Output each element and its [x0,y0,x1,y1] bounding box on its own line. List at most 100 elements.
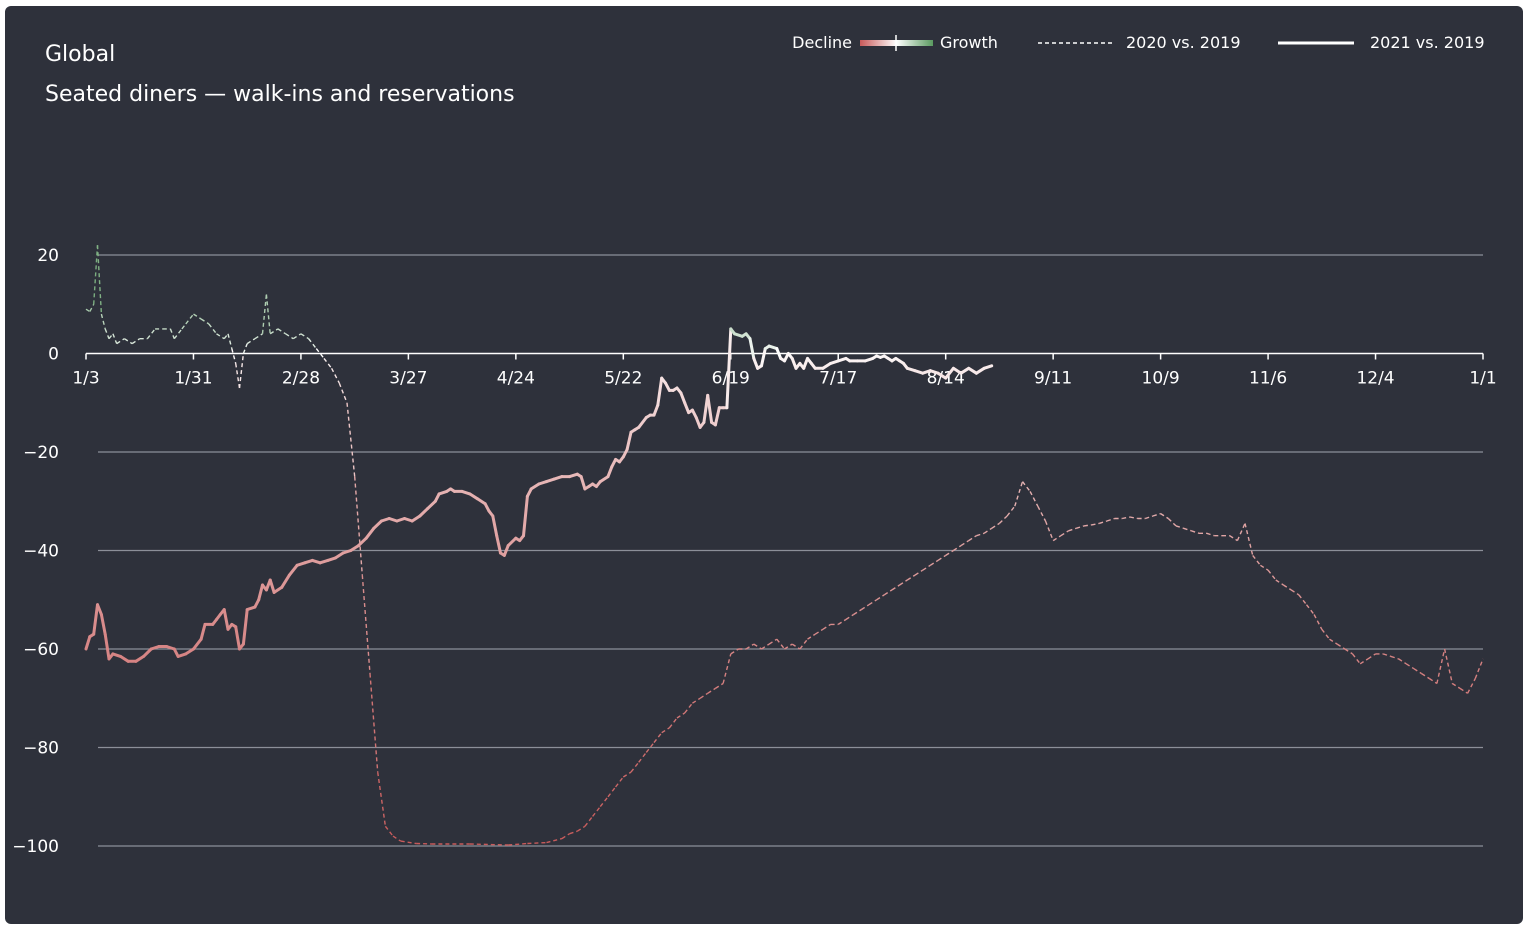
line-segment [222,608,230,631]
x-tick-label: 6/19 [712,369,750,389]
legend-2021-label: 2021 vs. 2019 [1370,33,1485,52]
line-segment [1436,648,1446,684]
line-segment [257,583,264,602]
line-segment [476,497,487,506]
line-segment [1298,594,1308,606]
line-segment [522,494,529,538]
y-tick-label: −100 [12,837,59,857]
line-segment [967,366,978,375]
line-segment [369,673,379,773]
line-segment [606,465,614,479]
line-segment [625,430,633,451]
line-segment [103,632,111,661]
line-segment [265,294,271,334]
line-segment [974,366,986,375]
line-segment [93,245,99,305]
line-segment [837,618,847,625]
line-segment [242,343,248,354]
y-tick-label: −80 [23,739,59,759]
line-segment [914,569,924,576]
line-segment [426,499,437,511]
line-segment [799,638,809,650]
line-segment [676,712,686,719]
line-segment [653,732,663,744]
line-segment [615,776,624,788]
line-segment [768,638,778,645]
line-segment [99,613,107,636]
line-segment [959,366,971,375]
gridlines [98,254,1483,847]
line-segment [960,540,970,547]
line-segment [1329,638,1338,645]
legend-decline-label: Decline [792,33,852,52]
line-segment [193,313,202,320]
legend: Decline Growth 2020 vs. 2019 2021 vs. 20… [792,33,1484,52]
line-segment [1421,673,1430,680]
line-segment [323,357,333,369]
line-segment [300,333,309,340]
line-segment [906,574,916,581]
x-tick-label: 1/1 [1469,369,1496,389]
line-segment [748,337,756,360]
line-segment [1283,584,1292,591]
line-segment [753,643,762,650]
line-segment [469,843,509,846]
line-segment [776,638,786,650]
line-segment [131,338,141,345]
line-segment [1398,658,1407,665]
line-segment [292,333,302,340]
line-segment [100,313,106,330]
line-segment [1083,524,1092,527]
line-segment [936,371,948,380]
line-segment [1390,655,1399,660]
line-segment [814,628,824,635]
line-segment [231,348,237,364]
line-segment [1006,505,1016,517]
line-segment [929,559,939,566]
series-2020-line [85,245,1484,846]
x-tick-label: 3/27 [389,369,427,389]
line-segment [592,806,601,817]
line-segment [269,328,279,335]
line-segment [192,637,203,651]
y-tick-label: −20 [23,443,59,463]
line-segment [277,328,286,335]
line-segment [598,475,610,484]
line-segment [134,654,146,663]
line-segment [142,647,153,658]
line-segment [569,830,578,835]
line-segment [1290,589,1300,596]
line-segment [944,366,955,380]
line-segment [1068,527,1077,532]
line-segment [116,338,125,345]
line-segment [227,333,233,349]
line-segment [1236,523,1246,541]
line-segment [579,475,587,491]
line-segment [502,544,510,557]
line-segment [883,589,893,596]
line-segment [400,840,417,845]
line-segment [1252,554,1261,566]
line-segment [1275,579,1284,586]
line-segment [1152,512,1161,517]
line-segment [254,333,263,340]
line-segment [752,356,760,370]
line-segment [181,323,187,330]
line-segment [1167,517,1177,527]
line-segment [506,536,518,548]
line-segment [1145,515,1154,520]
line-segment [630,761,640,773]
line-segment [285,333,294,340]
line-segment [241,608,249,646]
line-segment [308,338,317,350]
legend-growth-label: Growth [940,33,998,52]
line-segment [491,514,499,538]
line-segment [96,245,103,315]
line-segment [238,353,245,389]
line-segment [508,842,528,846]
line-segment [637,416,648,429]
line-segment [104,328,110,339]
line-segment [745,643,755,650]
line-segment [1037,505,1047,522]
line-segment [361,575,371,674]
